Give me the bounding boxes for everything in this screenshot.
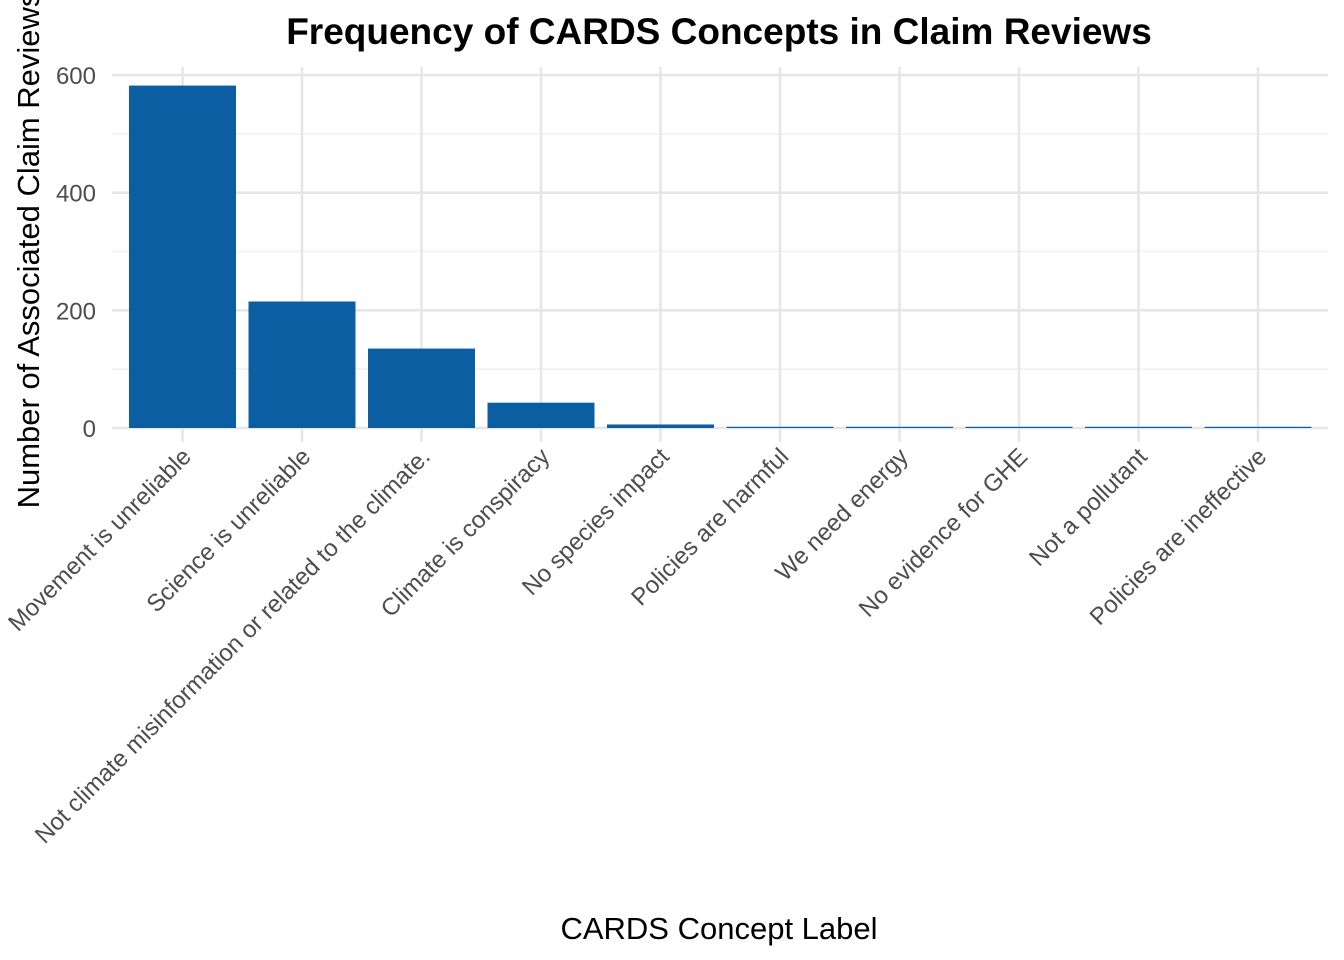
bar bbox=[965, 426, 1073, 428]
y-tick-labels: 0 200 400 600 bbox=[56, 63, 96, 443]
bar bbox=[248, 301, 356, 428]
y-axis-title: Number of Associated Claim Reviews bbox=[11, 0, 46, 508]
bar bbox=[726, 426, 834, 428]
y-tick-label: 200 bbox=[56, 298, 96, 325]
bar bbox=[368, 348, 475, 428]
bar bbox=[846, 426, 953, 428]
x-axis-title: CARDS Concept Label bbox=[560, 911, 877, 946]
bar bbox=[1085, 426, 1192, 428]
x-tick-label: Not a pollutant bbox=[1024, 443, 1153, 572]
bar bbox=[1204, 426, 1312, 428]
chart-title: Frequency of CARDS Concepts in Claim Rev… bbox=[286, 11, 1152, 52]
bars bbox=[129, 85, 1312, 428]
x-tick-label: Not climate misinformation or related to… bbox=[30, 443, 436, 849]
bar bbox=[607, 424, 714, 428]
bar bbox=[487, 402, 595, 428]
y-tick-label: 0 bbox=[83, 416, 96, 443]
bar bbox=[129, 85, 236, 428]
y-tick-label: 400 bbox=[56, 181, 96, 208]
y-tick-label: 600 bbox=[56, 63, 96, 90]
gridlines bbox=[112, 67, 1328, 442]
